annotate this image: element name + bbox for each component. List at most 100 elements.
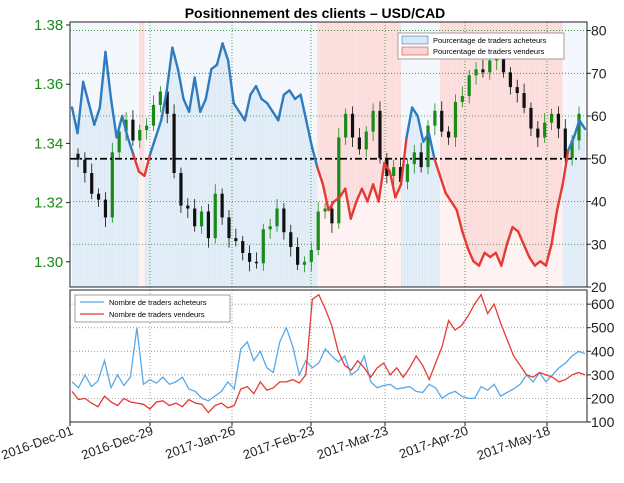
candle-body (570, 140, 574, 159)
buyers-shade-top (306, 22, 312, 146)
sentiment-segment (449, 200, 458, 212)
sentiment-segment (288, 89, 297, 101)
sentiment-segment (238, 110, 247, 122)
sentiment-segment (115, 114, 124, 139)
candle-body (474, 69, 478, 76)
sellers-shade-bottom (495, 252, 502, 287)
buyers-shade-bottom (222, 43, 229, 287)
candle-body (364, 131, 368, 150)
candle-body (227, 217, 231, 239)
candle-body (529, 107, 533, 129)
sellers-shade-top (456, 22, 463, 232)
sentiment-segment (81, 80, 90, 105)
candle-body (206, 211, 210, 239)
sentiment-segment (109, 97, 118, 139)
count-lines (71, 293, 586, 414)
candle-body (515, 87, 519, 94)
legend-counts: Nombre de traders acheteurs Nombre de tr… (74, 294, 231, 323)
sentiment-segment (544, 243, 553, 267)
candle-body (151, 104, 156, 126)
buyers-shade-top (267, 22, 273, 112)
sentiment-segment (243, 93, 252, 122)
sellers-shade-bottom (362, 188, 368, 287)
candle-body (220, 193, 224, 218)
sentiment-segment (522, 243, 531, 259)
sentiment-segment (148, 136, 157, 156)
left-tick-label: 1.34 (34, 135, 63, 152)
right-tick-label: 500 (591, 320, 615, 336)
legend-percentages: Pourcentage de traders acheteurs Pourcen… (397, 32, 565, 60)
sentiment-segment (277, 93, 286, 122)
candle-body (90, 173, 94, 194)
sellers-shade-top (518, 22, 524, 245)
legend-box (74, 294, 231, 323)
sentiment-segment (550, 208, 559, 246)
chart-title: Positionnement des clients – USD/CAD (185, 5, 446, 21)
buyers-shade-bottom (306, 120, 312, 287)
candle-body (186, 205, 190, 209)
sellers-shade-top (345, 22, 351, 219)
sentiment-segment (327, 200, 336, 212)
legend-label-sellers: Pourcentage de traders vendeurs (433, 47, 545, 56)
candle-body (350, 113, 355, 138)
candle-body (426, 125, 430, 168)
sentiment-segment (165, 46, 174, 92)
x-tick-label: 2017-Apr-20 (397, 423, 470, 462)
candle-body (96, 193, 101, 200)
sellers-shade-bottom (440, 175, 446, 287)
sentiment-segment (316, 166, 325, 186)
buyers-shade-bottom (272, 111, 279, 287)
buyers-shade-bottom (278, 94, 284, 287)
sellers-shade-top (484, 22, 491, 258)
sentiment-segment (254, 84, 263, 101)
buyers-shade-bottom (579, 120, 585, 287)
sentiment-segment (344, 187, 353, 220)
sentiment-segment (422, 131, 431, 143)
candle-body (247, 252, 252, 262)
sellers-shade-top (362, 22, 368, 202)
candle-body (131, 119, 135, 141)
right-tick-label: 40 (591, 194, 607, 210)
candle-body (76, 153, 80, 160)
candle-body (378, 110, 382, 159)
legend-swatch-buyers (401, 35, 429, 45)
sellers-shade-top (445, 22, 452, 202)
right-tick-label: 300 (591, 367, 615, 383)
candle-body (467, 75, 471, 97)
sentiment-segment (93, 106, 102, 126)
candle-body (268, 226, 272, 230)
sentiment-segment (221, 42, 230, 62)
candle-body (337, 137, 341, 224)
sentiment-segment (366, 183, 375, 203)
buyers-shade-bottom (200, 98, 206, 287)
right-tick-label: 30 (591, 236, 607, 252)
sellers-shade-top (384, 22, 390, 172)
sentiment-segment (215, 42, 224, 66)
sellers-shade-top (523, 22, 530, 258)
sellers-shade-top (339, 22, 346, 198)
sentiment-segment (126, 136, 135, 156)
candle-body (357, 137, 361, 150)
sentiment-segment (182, 97, 191, 113)
lower-frame (69, 289, 588, 423)
sentiment-segment (120, 114, 129, 139)
sentiment-segment (199, 97, 208, 113)
sentiment-segment (466, 247, 475, 263)
candle-body (453, 101, 458, 138)
candle-body (536, 128, 540, 138)
candle-body (563, 128, 567, 159)
sentiment-segment (187, 76, 196, 113)
x-tick-label: 2017-May-18 (475, 423, 552, 463)
buyers-shade-top (283, 22, 290, 95)
sentiment-segment (444, 191, 453, 203)
sentiment-segment (232, 102, 241, 113)
sentiment-fills (72, 22, 587, 287)
candle-body (549, 113, 554, 123)
buyers-shade-bottom (267, 103, 273, 287)
candle-body (398, 167, 403, 182)
x-tick-label: 2017-Jan-26 (163, 423, 237, 462)
legend-label-buyer-count: Nombre de traders acheteurs (109, 298, 207, 307)
candle-body (241, 241, 245, 253)
sentiment-segment (76, 80, 85, 135)
buyers-shade-bottom (183, 98, 190, 287)
